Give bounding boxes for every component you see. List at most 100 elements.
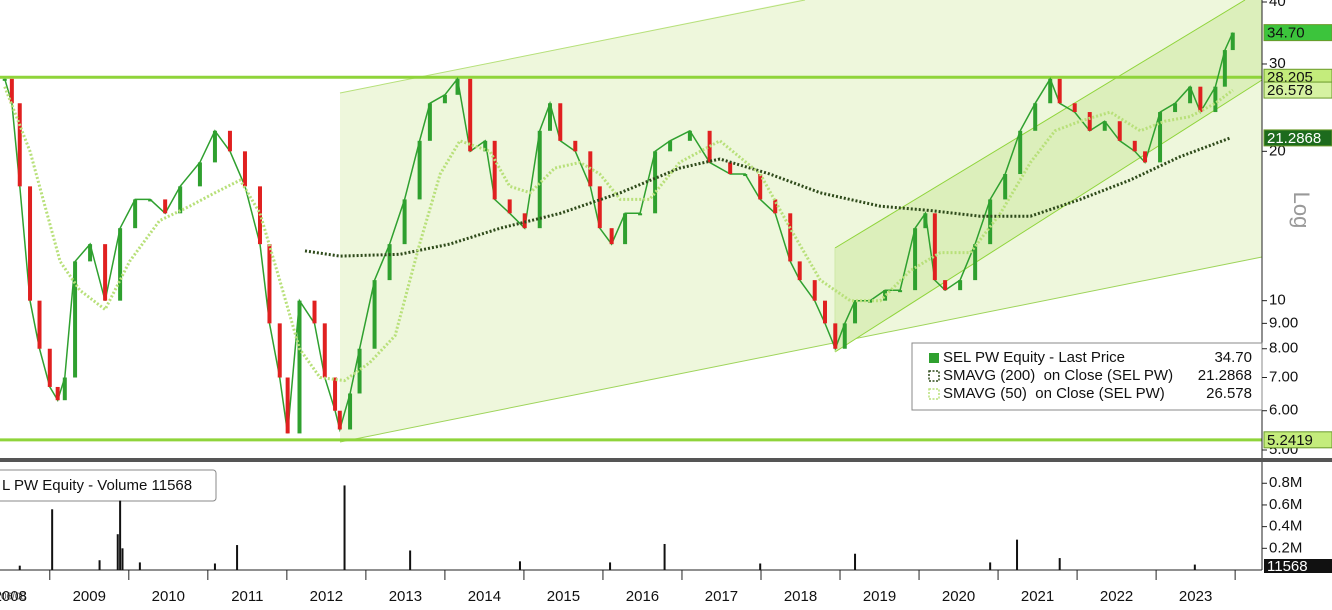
volume-bar [119,500,122,570]
candle [333,377,338,411]
candle [178,186,183,214]
volume-bar [116,534,119,570]
channel-fill [835,0,1262,352]
volume-bar [518,561,521,570]
candle [312,300,317,324]
candle [442,94,447,104]
candle [9,78,14,104]
candle [1057,78,1062,104]
legend [911,342,1263,411]
candle [507,199,512,214]
price-label: 26.578 [1267,82,1313,99]
y-tick-label: 0.6M [1269,496,1302,513]
candle [387,244,392,281]
candle [668,140,673,152]
candle [853,300,858,324]
volume-bar [18,565,21,570]
x-tick-label: 2022 [1100,588,1133,605]
channel-line [834,0,1246,249]
volume-bar [609,562,612,570]
candle [1222,50,1227,87]
price-label: 21.2868 [1267,130,1321,147]
x-tick-label: 2019 [863,588,896,605]
legend-swatch [928,370,940,382]
series-line [304,136,1231,258]
x-tick-label: 2012 [310,588,343,605]
candle [548,103,553,131]
candle [707,130,712,163]
candle [297,300,302,434]
y-tick-label: 7.00 [1269,368,1298,385]
candle [1003,174,1008,200]
volume-bar [138,562,141,570]
x-tick-label: 2011 [231,588,263,605]
volume-bar [213,563,216,570]
candle [728,162,733,175]
x-tick-label: 2021 [1021,588,1054,605]
candle [427,103,432,141]
candle [483,140,488,152]
volume-last-label: 11568 [1267,558,1308,575]
candle [402,199,407,245]
candle [898,290,903,293]
candle [1048,78,1053,104]
candle [118,228,123,301]
x-tick-label: 2015 [547,588,580,605]
candle [623,213,628,245]
panel-divider [0,458,1332,462]
legend-name: SEL PW Equity - Last Price [943,349,1125,366]
candle [988,199,993,245]
candle [17,103,22,187]
price-label-box [1263,129,1332,147]
candle [227,130,232,152]
axis-label: Log [1289,192,1314,229]
x-tick-label: 2013 [389,588,422,605]
candle [797,261,802,281]
y-tick-label: 0.2M [1269,539,1302,556]
candle [417,140,422,200]
volume-bar [121,548,124,570]
candle [868,300,873,303]
candle [242,151,247,187]
volume-bar [51,509,54,570]
candle [609,228,614,245]
x-tick-label: 2014 [468,588,501,605]
candle [62,377,67,401]
channel-line [339,256,1263,443]
candle [163,199,168,214]
x-tick-label: 2010 [152,588,185,605]
legend-name: SMAVG (50) on Close (SEL PW) [943,385,1165,402]
candle [1198,86,1203,113]
volume-bar [1016,539,1019,570]
price-layer [0,32,1262,442]
x-tick-label: 2023 [1179,588,1212,605]
y-tick-label: 40 [1269,0,1286,10]
candle [372,280,377,349]
candle [348,393,353,430]
candle [267,244,272,324]
volume-bar [1193,564,1196,570]
legend-swatch [928,388,940,400]
x-axis-band [0,570,1262,605]
volume-bar [663,543,666,570]
candle [833,323,838,349]
x-tick-label: 2017 [705,588,738,605]
candle [1158,112,1163,163]
candle [337,410,342,430]
candle [1087,112,1092,131]
legend-name: SMAVG (200) on Close (SEL PW) [943,367,1173,384]
candle [773,199,778,214]
y-tick-label: 9.00 [1269,314,1298,331]
candle [357,348,362,394]
volume-legend: L PW Equity - Volume 11568 [0,469,217,502]
channel-line [834,79,1263,353]
candle [1018,130,1023,175]
candle [573,140,578,152]
candle [55,386,60,401]
candle [558,103,563,141]
volume-bar [1058,558,1061,570]
candle [133,199,138,229]
x-tick-label: 2020 [942,588,975,605]
candle [468,78,473,152]
date-note: 06/08 [1,592,26,603]
